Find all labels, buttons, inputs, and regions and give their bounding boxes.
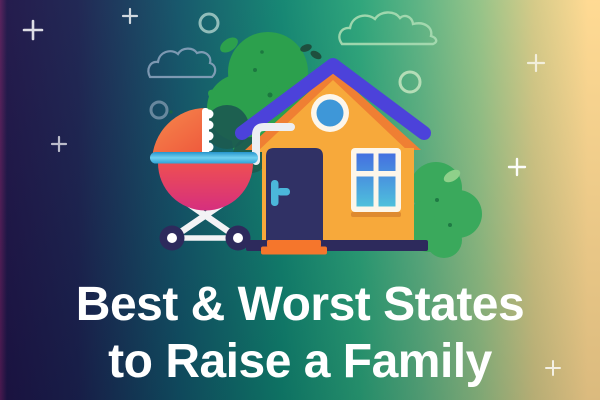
stroller-hood [152,108,206,162]
downspout-straw [252,123,295,165]
house-icon [235,58,431,255]
title-line-1: Best & Worst States [75,278,525,331]
stroller-bowl [158,163,253,211]
page-title: Best & Worst States to Raise a Family [0,276,600,390]
door-handle [271,180,279,206]
circle-icon [198,12,220,34]
ring-icons [149,12,422,120]
leaf-icon [300,44,312,52]
leaf-icon [443,169,461,183]
plus-icon [121,7,139,25]
plus-icon [545,360,561,376]
leaf-icon [310,50,322,60]
round-window-glass [316,99,344,127]
window-mullion-horizontal [356,171,396,177]
doorstep-top [267,240,321,247]
leaf-icon [208,89,222,103]
roof [235,58,431,140]
bush-shape [426,222,462,258]
doorstep-bottom [261,246,327,255]
cloud-icon [338,11,438,46]
plus-icon [526,53,546,73]
wheel-hub [167,233,177,243]
leaf-icon [220,37,238,53]
plus-icon [22,19,44,41]
stroller-band [150,152,258,164]
wheel-hub [233,233,243,243]
plus-icons [22,7,561,376]
bush-right [403,162,482,258]
title-line-2: to Raise a Family [108,335,492,388]
window-sill-shadow [351,212,401,217]
circle-icon [398,70,422,94]
door-handle-bar [277,188,290,196]
plus-icon [507,157,527,177]
plus-icon [50,135,68,153]
cloud-icon [147,47,217,79]
window-mullion-vertical [373,153,379,207]
door [266,148,323,243]
circle-icon [149,100,169,120]
stroller-icon [150,108,258,251]
